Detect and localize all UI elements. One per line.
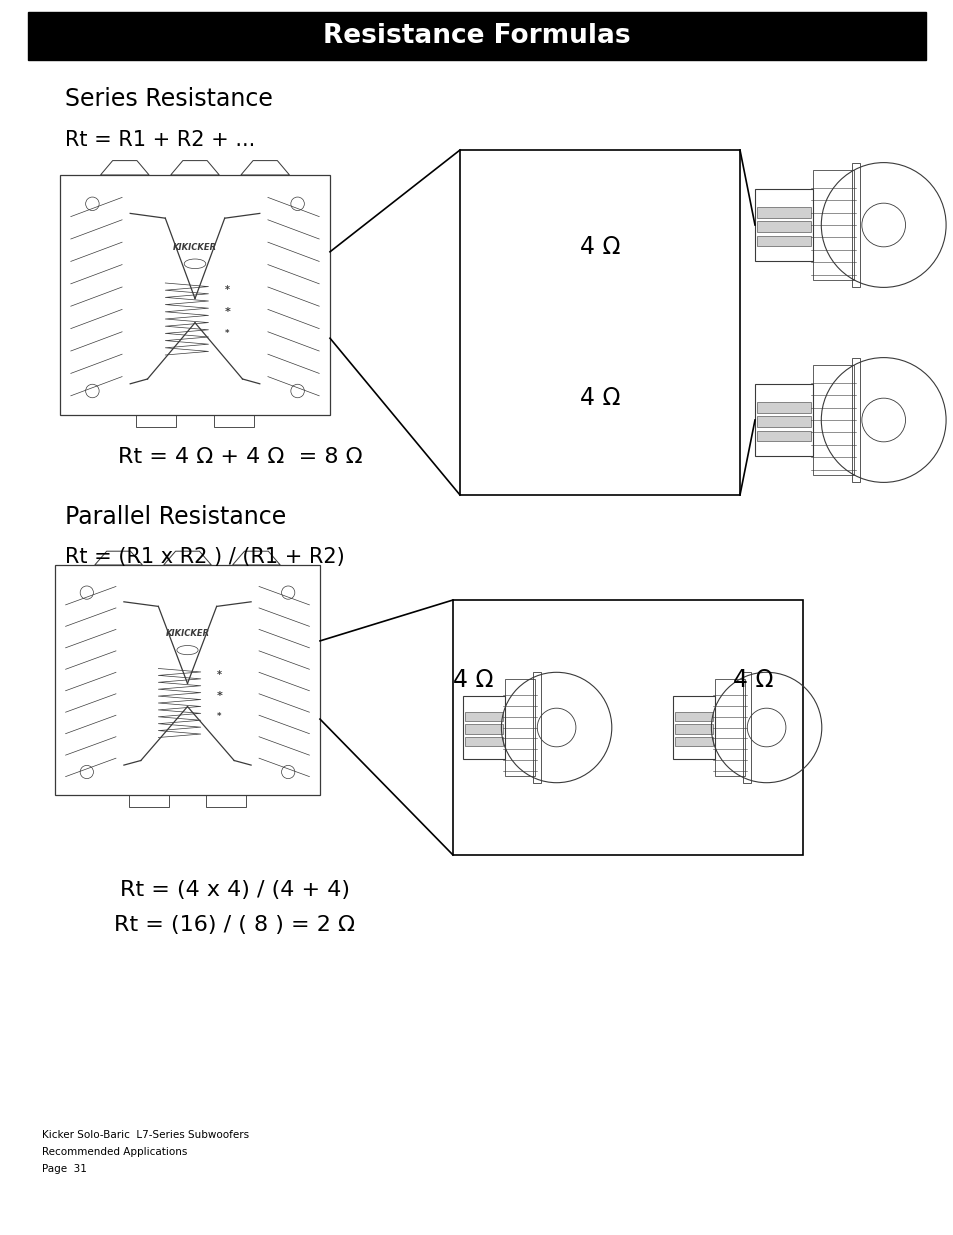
Bar (851, 358, 859, 483)
Text: KIKICKER: KIKICKER (172, 242, 217, 252)
Bar (533, 672, 540, 783)
Bar (459, 149, 740, 495)
Text: 4 Ω: 4 Ω (732, 668, 773, 692)
Bar (213, 415, 254, 427)
Bar (672, 695, 714, 760)
Bar (129, 795, 169, 806)
Bar (135, 415, 176, 427)
Bar (675, 711, 712, 721)
Text: *: * (225, 329, 230, 338)
Text: *: * (225, 285, 230, 295)
Text: 4 Ω: 4 Ω (579, 235, 619, 258)
Text: KIKICKER: KIKICKER (165, 630, 210, 638)
Text: Parallel Resistance: Parallel Resistance (65, 505, 286, 529)
Bar (55, 564, 319, 795)
Bar (757, 416, 810, 427)
Text: Rt = 4 Ω + 4 Ω  = 8 Ω: Rt = 4 Ω + 4 Ω = 8 Ω (117, 447, 362, 467)
Bar (675, 737, 712, 746)
Bar (464, 711, 502, 721)
Text: Rt = (R1 x R2 ) / (R1 + R2): Rt = (R1 x R2 ) / (R1 + R2) (65, 547, 344, 567)
Text: 4 Ω: 4 Ω (453, 668, 493, 692)
Text: Recommended Applications: Recommended Applications (42, 1147, 187, 1157)
Text: Series Resistance: Series Resistance (65, 86, 273, 111)
Text: Page  31: Page 31 (42, 1165, 87, 1174)
Bar (464, 737, 502, 746)
Bar (757, 221, 810, 232)
Bar (851, 163, 859, 288)
Bar (464, 725, 502, 734)
Bar (754, 384, 812, 456)
Bar (60, 175, 330, 415)
Text: Resistance Formulas: Resistance Formulas (323, 23, 630, 49)
Bar (812, 169, 853, 280)
Bar (504, 678, 535, 777)
Bar (757, 431, 810, 441)
Bar (757, 207, 810, 217)
Text: *: * (224, 306, 230, 317)
Bar (742, 672, 750, 783)
Bar (675, 725, 712, 734)
Text: Rt = (4 x 4) / (4 + 4): Rt = (4 x 4) / (4 + 4) (120, 881, 350, 900)
Bar (757, 403, 810, 412)
Bar (754, 189, 812, 261)
Text: Rt = (16) / ( 8 ) = 2 Ω: Rt = (16) / ( 8 ) = 2 Ω (114, 915, 355, 935)
Text: Kicker Solo-Baric  L7-Series Subwoofers: Kicker Solo-Baric L7-Series Subwoofers (42, 1130, 249, 1140)
Bar (453, 600, 802, 855)
Text: *: * (216, 692, 222, 701)
Bar (206, 795, 246, 806)
Text: Rt = R1 + R2 + ...: Rt = R1 + R2 + ... (65, 130, 255, 149)
Text: *: * (216, 671, 221, 680)
Bar (462, 695, 504, 760)
Bar (714, 678, 744, 777)
Text: *: * (217, 713, 221, 721)
Bar (28, 12, 925, 61)
Bar (812, 364, 853, 475)
Text: 4 Ω: 4 Ω (579, 387, 619, 410)
Bar (757, 236, 810, 247)
